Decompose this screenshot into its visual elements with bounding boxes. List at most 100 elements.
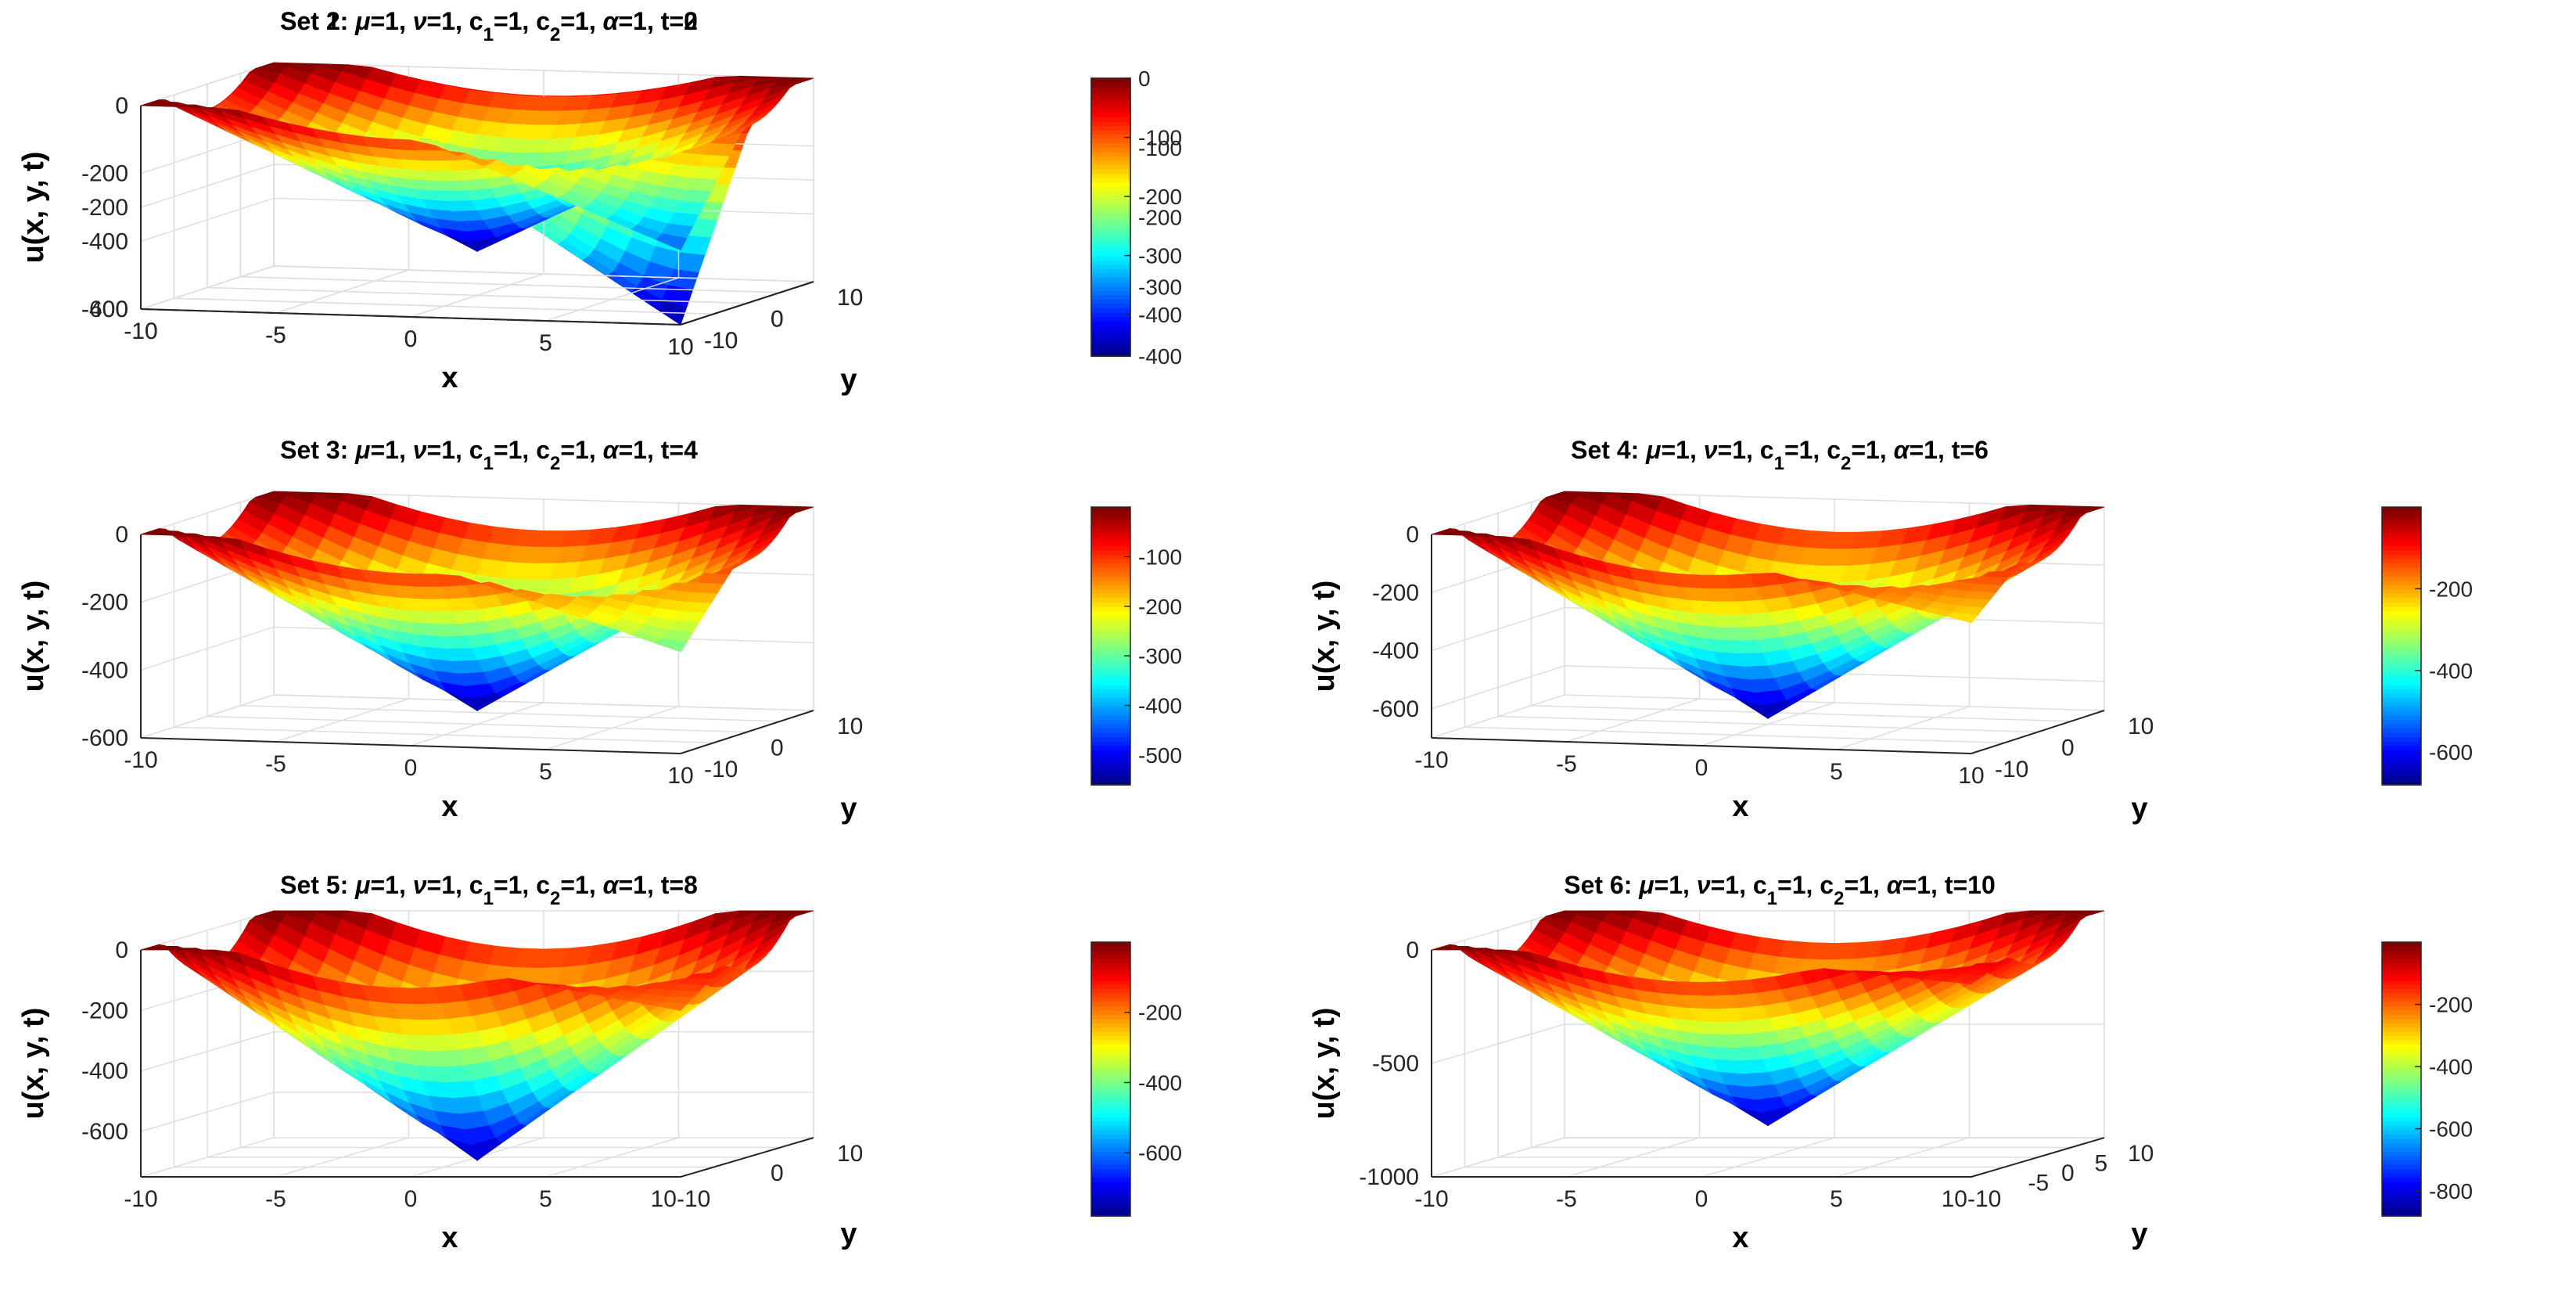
y-axis-line: [1971, 710, 2105, 754]
colorbar-cell: [2382, 754, 2421, 760]
colorbar-cell: [1091, 78, 1130, 84]
colorbar-frame: [1090, 941, 1131, 1217]
colorbar-cell: [2382, 541, 2421, 547]
colorbar-cell: [1091, 993, 1130, 998]
colorbar-frame: [2381, 941, 2422, 1217]
colorbar-cell: [1091, 239, 1130, 244]
colorbar-cell: [2382, 585, 2421, 591]
colorbar-cell: [1091, 338, 1130, 344]
x-tick-label: -10: [124, 1186, 157, 1212]
x-tick-label: 5: [539, 1186, 552, 1212]
colorbar-cell: [1091, 130, 1130, 135]
colorbar-cell: [2382, 1117, 2421, 1123]
subplot-set-3: Set 3: μ=1, ν=1, c1=1, c2=1, α=1, t=4 -10…: [0, 429, 1283, 851]
z-tick-label: -200: [81, 590, 128, 616]
colorbar-cell: [1091, 82, 1130, 88]
y-tick-label: 10: [837, 714, 863, 739]
z-tick-label: 0: [115, 522, 128, 548]
colorbar-cell: [1091, 1121, 1130, 1127]
colorbar-cell: [1091, 507, 1130, 513]
colorbar-cell: [1091, 1095, 1130, 1102]
colorbar-cell: [2382, 1031, 2421, 1038]
x-tick-label: 10: [1958, 763, 1984, 789]
colorbar-cell: [2382, 563, 2421, 569]
surface-patch: [1945, 612, 1978, 624]
colorbar-cell: [2382, 1079, 2421, 1085]
colorbar-cell: [2382, 1027, 2421, 1033]
colorbar-cell: [1091, 967, 1130, 973]
colorbar-cell: [1091, 1045, 1130, 1050]
colorbar-tick-label: -400: [1138, 1070, 1182, 1095]
z-axis-label: u(x, y, t): [17, 152, 50, 264]
colorbar-cell: [1091, 221, 1130, 227]
colorbar-cell: [1091, 620, 1130, 625]
colorbar-cell: [1091, 628, 1130, 634]
colorbar-cell: [1091, 299, 1130, 305]
y-tick-label: 10: [837, 285, 863, 311]
surface-plot-5: Set 5: μ=1, ν=1, c1=1, c2=1, α=1, t=8 -10…: [17, 871, 1182, 1254]
colorbar-cell: [1091, 671, 1130, 678]
y-axis-label: y: [840, 793, 857, 826]
colorbar-cell: [2382, 772, 2421, 777]
colorbar-cell: [1091, 286, 1130, 292]
colorbar-cell: [1091, 511, 1130, 516]
colorbar-cell: [1091, 113, 1130, 118]
x-tick-label: -5: [1556, 751, 1577, 777]
colorbar-cell: [1091, 615, 1130, 621]
colorbar-cell: [1091, 1057, 1130, 1063]
colorbar-cell: [2382, 959, 2421, 965]
colorbar-tick-label: -100: [1138, 126, 1182, 150]
colorbar-cell: [1091, 295, 1130, 300]
y-tick-label: 0: [2061, 1160, 2075, 1186]
colorbar-cell: [2382, 581, 2421, 586]
colorbar-cell: [2382, 680, 2421, 686]
colorbar-cell: [1091, 1027, 1130, 1033]
colorbar-cell: [2382, 989, 2421, 995]
colorbar-cell: [1091, 156, 1130, 162]
colorbar-cell: [1091, 646, 1130, 651]
colorbar-frame: [2381, 506, 2422, 786]
chart-title: Set 2: μ=1, ν=1, c1=1, c2=1, α=1, t=2: [280, 7, 698, 45]
z-axis-label: u(x, y, t): [1308, 1008, 1341, 1120]
surface-plot-3: Set 3: μ=1, ν=1, c1=1, c2=1, α=1, t=4 -10…: [17, 436, 1182, 826]
x-tick-label: 0: [1695, 755, 1708, 781]
colorbar-cell: [1091, 998, 1130, 1003]
subplot-set-6: Set 6: μ=1, ν=1, c1=1, c2=1, α=1, t=10 -1…: [1291, 864, 2574, 1286]
colorbar-cell: [2382, 963, 2421, 969]
colorbar-cell: [1091, 603, 1130, 608]
colorbar-cell: [1091, 1160, 1130, 1166]
surface-plot-4: Set 4: μ=1, ν=1, c1=1, c2=1, α=1, t=6 -10…: [1308, 436, 2473, 826]
x-tick-label: -5: [265, 751, 286, 777]
colorbar-cell: [1091, 984, 1130, 990]
colorbar-tick-label: -400: [2429, 1055, 2473, 1079]
colorbar-tick-label: -200: [1138, 206, 1182, 230]
x-tick-label: 0: [404, 1186, 418, 1212]
surface: [1431, 910, 2105, 1127]
colorbar-cell: [1091, 576, 1130, 582]
colorbar-cell: [1091, 1182, 1130, 1187]
colorbar-cell: [2382, 593, 2421, 599]
z-tick-label: 0: [115, 937, 128, 963]
colorbar-cell: [1091, 195, 1130, 201]
z-tick-label: 0: [1406, 522, 1419, 548]
colorbar-cell: [2382, 628, 2421, 634]
colorbar-cell: [1091, 1173, 1130, 1178]
colorbar-cell: [1091, 1203, 1130, 1208]
colorbar-cell: [1091, 329, 1130, 336]
x-tick-label: 10-10: [651, 1186, 711, 1212]
colorbar-cell: [2382, 520, 2421, 525]
x-tick-label: 10: [667, 334, 693, 360]
colorbar-cell: [2382, 1083, 2421, 1088]
colorbar-cell: [1091, 108, 1130, 114]
colorbar-cell: [1091, 654, 1130, 660]
colorbar-cell: [1091, 1014, 1130, 1020]
colorbar-cell: [2382, 1036, 2421, 1041]
colorbar-cell: [1091, 702, 1130, 707]
colorbar-cell: [1091, 1109, 1130, 1114]
chart-title: Set 1: μ=1, ν=1, c1=1, c2=1, α=1, t=0: [280, 7, 698, 45]
colorbar-cell: [1091, 750, 1130, 755]
y-tick-label: -10: [704, 328, 738, 354]
colorbar-cell: [1091, 347, 1130, 353]
x-tick-label: 5: [1830, 1186, 1843, 1212]
